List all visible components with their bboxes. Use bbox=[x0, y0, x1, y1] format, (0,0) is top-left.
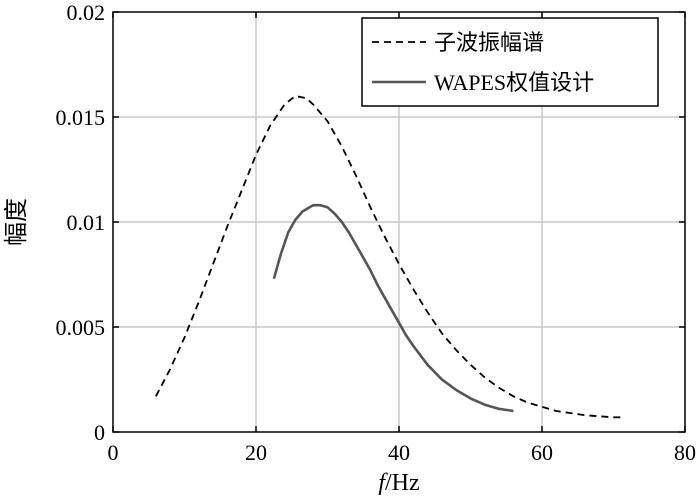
x-tick-label: 20 bbox=[245, 440, 267, 465]
y-tick-label: 0.005 bbox=[56, 315, 106, 340]
y-tick-label: 0.02 bbox=[67, 0, 106, 25]
x-tick-label: 40 bbox=[388, 440, 410, 465]
y-tick-label: 0.015 bbox=[56, 105, 106, 130]
series-line-wapes-weights bbox=[272, 203, 514, 413]
x-axis-variable: f bbox=[378, 470, 388, 496]
series-group bbox=[155, 95, 621, 419]
x-axis-unit: /Hz bbox=[385, 470, 420, 496]
axis-ticks: 0 20 40 60 80 0 0.005 0.01 0.015 0.02 bbox=[56, 0, 697, 465]
x-tick-label: 0 bbox=[108, 440, 119, 465]
x-tick-label: 80 bbox=[674, 440, 696, 465]
y-axis-label: 幅度 bbox=[3, 198, 30, 246]
y-tick-label: 0.01 bbox=[67, 210, 106, 235]
series-line-wavelet-spectrum bbox=[155, 95, 621, 419]
x-axis-label: f/Hz bbox=[378, 470, 419, 496]
legend-box bbox=[361, 17, 659, 107]
legend-label: WAPES权值设计 bbox=[434, 70, 594, 95]
legend-label: 子波振幅谱 bbox=[434, 30, 544, 55]
y-tick-label: 0 bbox=[94, 420, 105, 445]
x-tick-label: 60 bbox=[531, 440, 553, 465]
legend: 子波振幅谱 WAPES权值设计 bbox=[361, 17, 659, 107]
